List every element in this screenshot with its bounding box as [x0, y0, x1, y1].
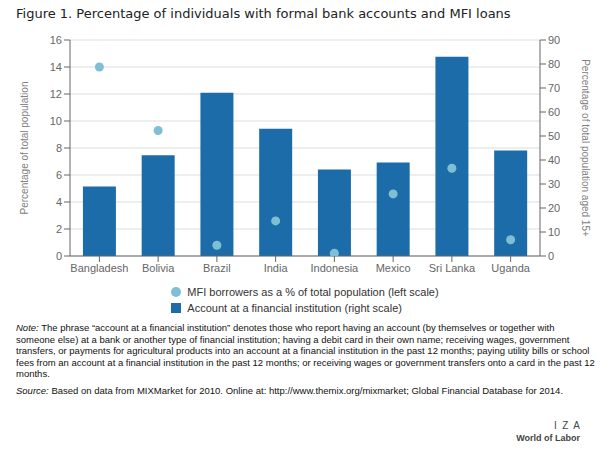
html-text:Account at a financial institu: Account at a financial institution (righ…	[187, 302, 402, 314]
svg-text:70: 70	[548, 82, 560, 94]
svg-text:Percentage of total population: Percentage of total population	[19, 82, 30, 215]
svg-text:2: 2	[56, 223, 62, 235]
html-text:World of Labor: World of Labor	[516, 433, 580, 443]
svg-text:80: 80	[548, 58, 560, 70]
html-text:I Z A: I Z A	[553, 420, 580, 431]
svg-text:India: India	[264, 262, 289, 274]
svg-text:14: 14	[50, 61, 62, 73]
svg-text:0: 0	[548, 250, 554, 262]
svg-text:Mexico: Mexico	[376, 262, 411, 274]
svg-text:Sri Lanka: Sri Lanka	[429, 262, 476, 274]
svg-text:Brazil: Brazil	[203, 262, 231, 274]
svg-text:Percentage of total population: Percentage of total population aged 15+	[580, 59, 591, 237]
svg-text:40: 40	[548, 154, 560, 166]
svg-text:Indonesia: Indonesia	[311, 262, 360, 274]
svg-text:6: 6	[56, 169, 62, 181]
html-text:Figure 1. Percentage of indivi: Figure 1. Percentage of individuals with…	[16, 6, 511, 21]
svg-text:8: 8	[56, 142, 62, 154]
svg-text:4: 4	[56, 196, 62, 208]
html-text:MFI borrowers as a % of total: MFI borrowers as a % of total population…	[187, 286, 439, 298]
svg-text:12: 12	[50, 88, 62, 100]
svg-text:10: 10	[50, 115, 62, 127]
svg-text:16: 16	[50, 34, 62, 46]
html-text:Note: The phrase “account at a: Note: The phrase “account at a financial…	[16, 322, 595, 379]
svg-text:50: 50	[548, 130, 560, 142]
svg-text:20: 20	[548, 202, 560, 214]
svg-text:Bangladesh: Bangladesh	[70, 262, 128, 274]
svg-text:Uganda: Uganda	[491, 262, 530, 274]
svg-text:60: 60	[548, 106, 560, 118]
svg-text:10: 10	[548, 226, 560, 238]
svg-text:Bolivia: Bolivia	[142, 262, 175, 274]
svg-text:30: 30	[548, 178, 560, 190]
svg-text:0: 0	[56, 250, 62, 262]
svg-text:90: 90	[548, 34, 560, 46]
html-text:Source: Based on data from MIX: Source: Based on data from MIXMarket for…	[16, 384, 563, 396]
